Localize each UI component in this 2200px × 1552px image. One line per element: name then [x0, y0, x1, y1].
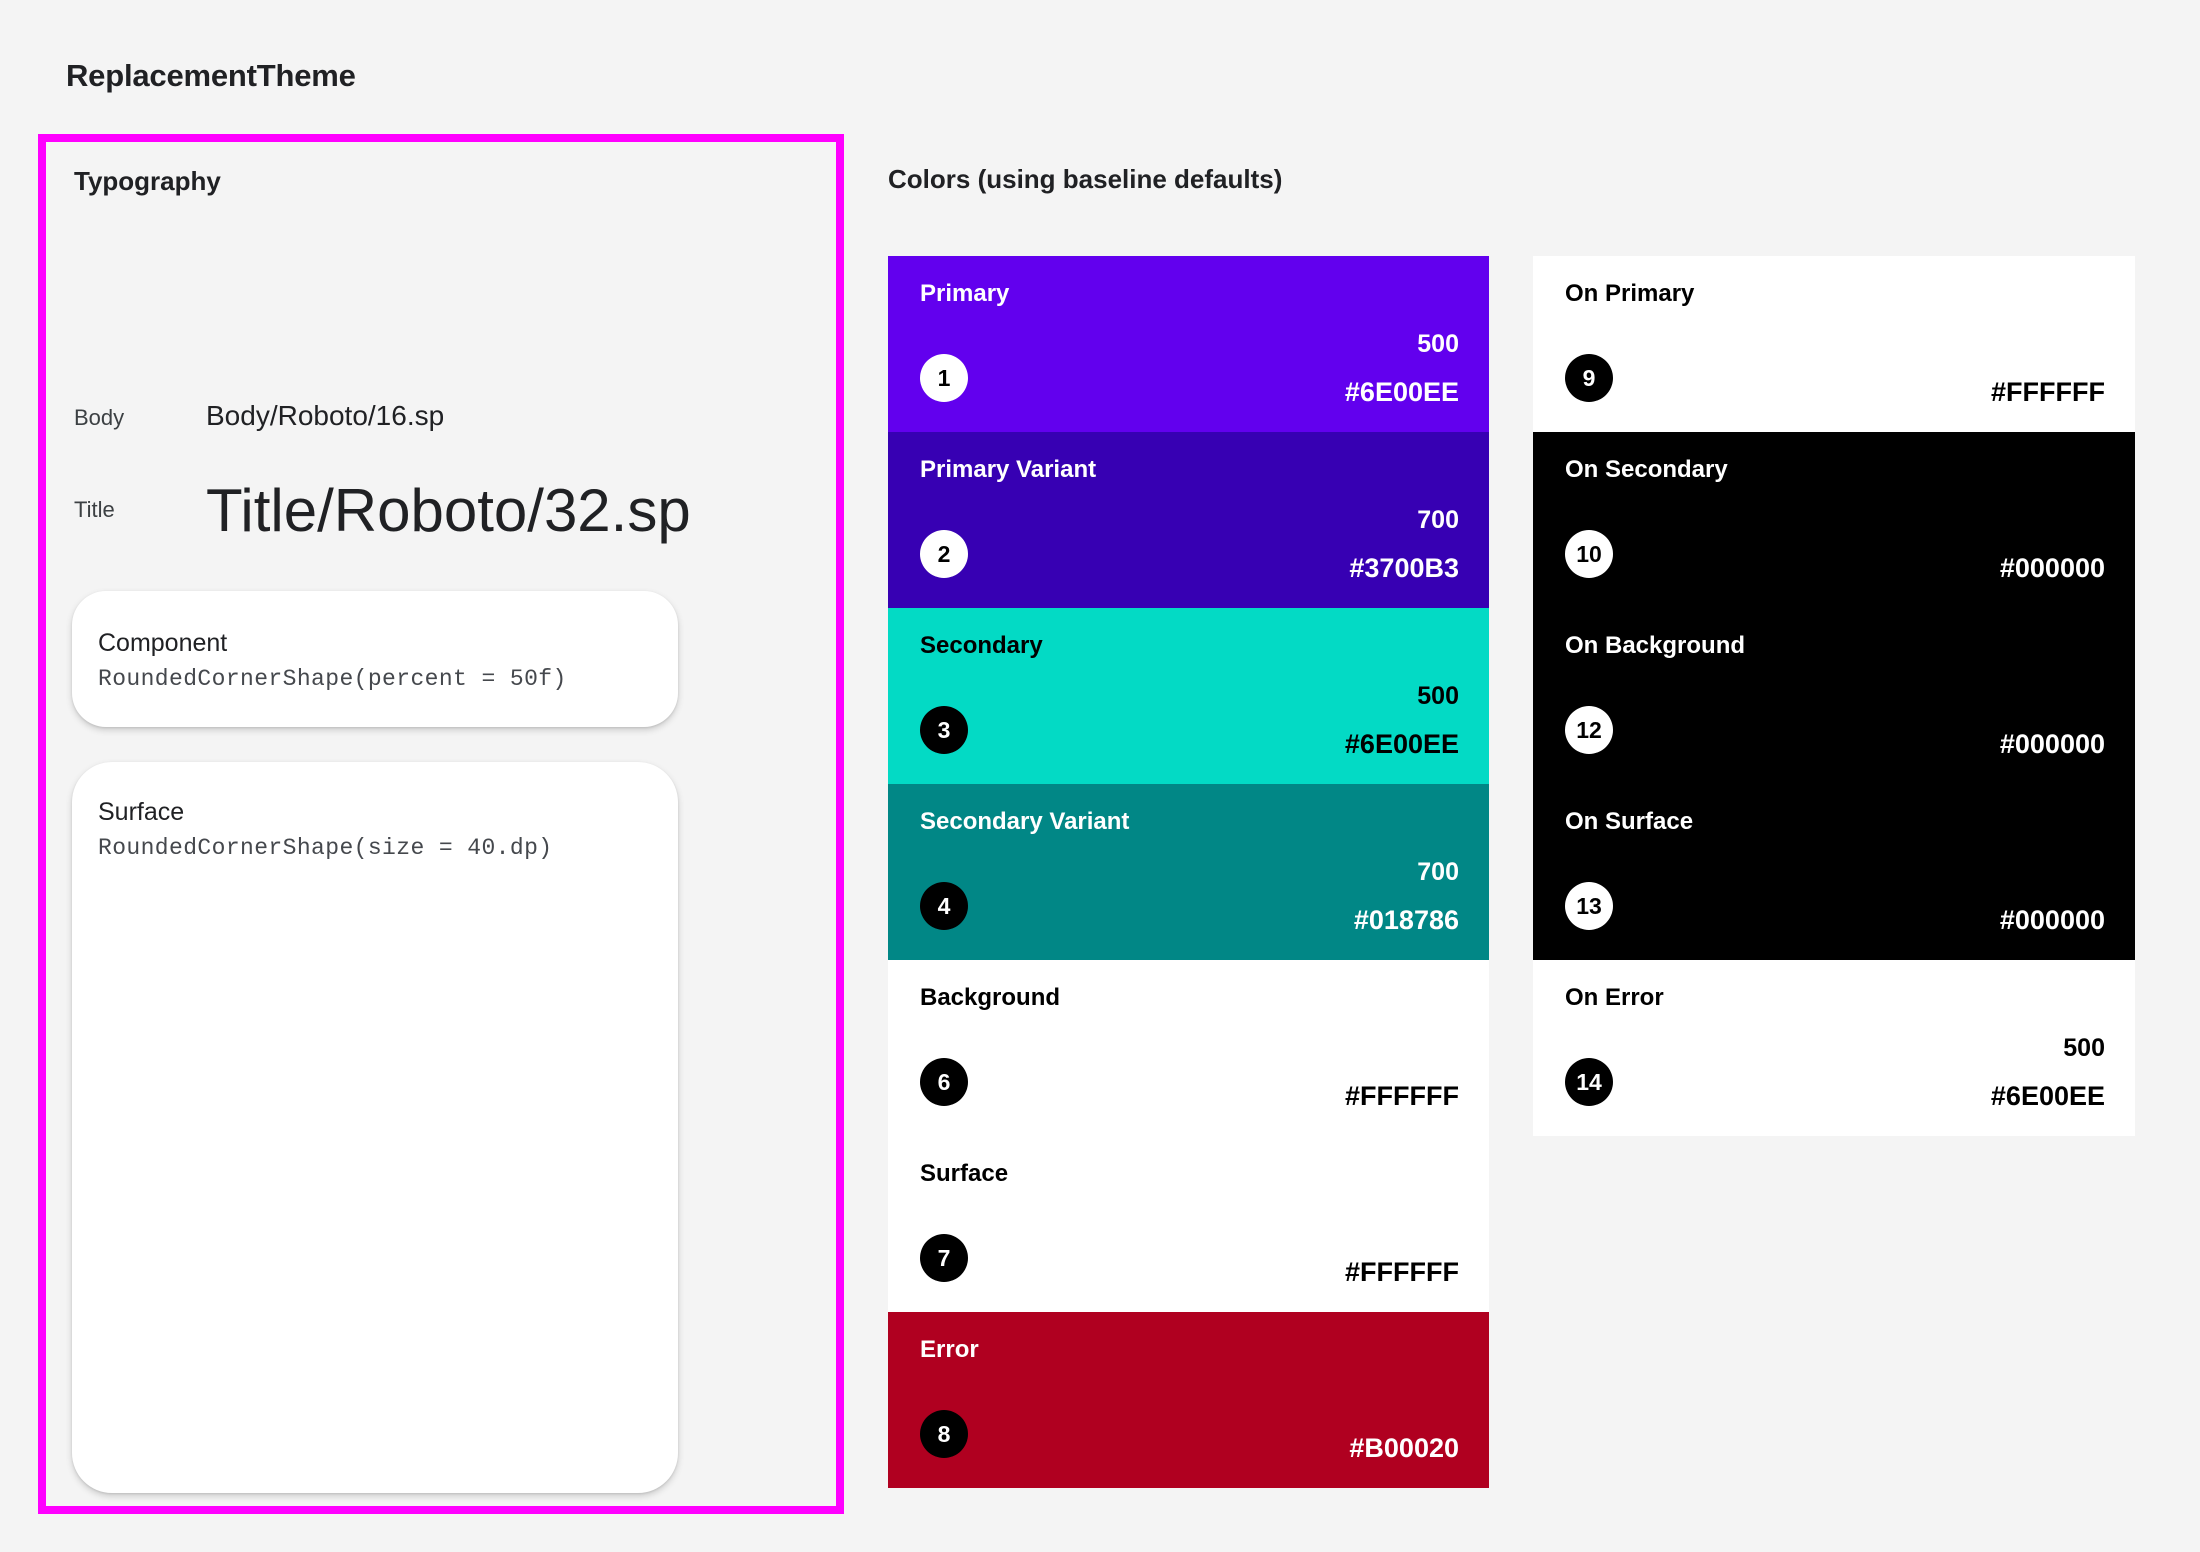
- color-swatch-name: Error: [920, 1336, 979, 1363]
- color-swatch-name: On Background: [1565, 632, 1746, 659]
- color-swatch-name: On Secondary: [1565, 456, 1728, 483]
- color-swatch-index-badge: 1: [920, 354, 968, 402]
- color-swatch[interactable]: Primary Variant 700 #3700B3 2: [888, 432, 1489, 608]
- shape-card-component[interactable]: Component RoundedCornerShape(percent = 5…: [72, 591, 678, 727]
- color-swatch-hex: #FFFFFF: [1991, 377, 2105, 407]
- color-swatch-name: Primary: [920, 280, 1010, 307]
- shape-card-surface-code: RoundedCornerShape(size = 40.dp): [98, 835, 553, 861]
- color-swatch[interactable]: On Secondary #000000 10: [1533, 432, 2135, 608]
- color-swatch-index-badge: 3: [920, 706, 968, 754]
- color-swatch-index-badge: 12: [1565, 706, 1613, 754]
- typography-shapes-panel: Typography Body Body/Roboto/16.sp Title …: [38, 134, 844, 1514]
- typography-row-title-label: Title: [74, 497, 115, 522]
- color-swatch[interactable]: On Error 500 #6E00EE 14: [1533, 960, 2135, 1136]
- color-swatch[interactable]: On Surface #000000 13: [1533, 784, 2135, 960]
- color-swatch-name: On Surface: [1565, 808, 1694, 835]
- color-swatch-index-badge: 8: [920, 1410, 968, 1458]
- color-swatch[interactable]: Primary 500 #6E00EE 1: [888, 256, 1489, 432]
- shape-card-surface-name: Surface: [98, 798, 185, 826]
- shape-card-surface[interactable]: Surface RoundedCornerShape(size = 40.dp): [72, 762, 678, 1493]
- shape-card-component-code: RoundedCornerShape(percent = 50f): [98, 666, 567, 692]
- color-swatch-hex: #3700B3: [1349, 553, 1459, 583]
- color-swatch-name: Background: [920, 984, 1061, 1011]
- color-swatch-hex: #FFFFFF: [1345, 1257, 1459, 1287]
- color-swatch-hex: #6E00EE: [1344, 729, 1459, 759]
- color-swatch-index-badge: 6: [920, 1058, 968, 1106]
- typography-row-body-label: Body: [74, 405, 125, 430]
- color-swatch-tone: 500: [1417, 330, 1459, 358]
- color-swatch-name: On Error: [1565, 984, 1664, 1011]
- color-swatch[interactable]: Error #B00020 8: [888, 1312, 1489, 1488]
- color-swatch[interactable]: Background #FFFFFF 6: [888, 960, 1489, 1136]
- color-column-left: Primary 500 #6E00EE 1 Primary Variant 700 #370…: [888, 256, 1489, 1488]
- color-column-right: On Primary #FFFFFF 9 On Secondary #000000 10 O…: [1533, 256, 2135, 1136]
- color-swatch-hex: #000000: [1999, 553, 2105, 583]
- color-swatch-index-badge: 2: [920, 530, 968, 578]
- color-swatch-tone: 500: [1417, 682, 1459, 710]
- typography-panel-inner: Typography Body Body/Roboto/16.sp Title …: [46, 142, 836, 1506]
- color-swatch[interactable]: On Primary #FFFFFF 9: [1533, 256, 2135, 432]
- color-swatch-hex: #FFFFFF: [1345, 1081, 1459, 1111]
- typography-heading: Typography: [74, 166, 221, 196]
- color-swatch-hex: #B00020: [1349, 1433, 1459, 1463]
- color-swatch-hex: #000000: [1999, 905, 2105, 935]
- typography-row-title-sample: Title/Roboto/32.sp: [206, 477, 691, 544]
- color-swatch-name: Primary Variant: [920, 456, 1097, 483]
- color-swatch-hex: #6E00EE: [1344, 377, 1459, 407]
- color-swatch-index-badge: 7: [920, 1234, 968, 1282]
- color-swatch-hex: #6E00EE: [1990, 1081, 2105, 1111]
- typography-row-body-sample: Body/Roboto/16.sp: [206, 400, 445, 431]
- typography-row-title: Title Title/Roboto/32.sp: [74, 464, 814, 544]
- color-swatch-tone: 700: [1417, 858, 1459, 886]
- color-swatch-name: Secondary: [920, 632, 1043, 659]
- color-swatch[interactable]: On Background #000000 12: [1533, 608, 2135, 784]
- color-swatch-index-badge: 10: [1565, 530, 1613, 578]
- color-swatch-name: Surface: [920, 1160, 1009, 1187]
- color-swatch-index-badge: 9: [1565, 354, 1613, 402]
- shape-card-component-name: Component: [98, 629, 228, 657]
- color-swatch[interactable]: Secondary 500 #6E00EE 3: [888, 608, 1489, 784]
- color-swatch[interactable]: Secondary Variant 700 #018786 4: [888, 784, 1489, 960]
- color-swatch-tone: 500: [2063, 1034, 2105, 1062]
- color-swatch-name: On Primary: [1565, 280, 1695, 307]
- color-swatch[interactable]: Surface #FFFFFF 7: [888, 1136, 1489, 1312]
- page-title: ReplacementTheme: [66, 58, 356, 93]
- color-swatch-index-badge: 13: [1565, 882, 1613, 930]
- color-swatch-tone: 700: [1417, 506, 1459, 534]
- typography-row-body: Body Body/Roboto/16.sp: [74, 400, 814, 432]
- color-swatch-hex: #000000: [1999, 729, 2105, 759]
- color-swatch-index-badge: 4: [920, 882, 968, 930]
- color-swatch-index-badge: 14: [1565, 1058, 1613, 1106]
- color-swatch-name: Secondary Variant: [920, 808, 1130, 835]
- color-swatch-hex: #018786: [1353, 905, 1459, 935]
- colors-heading: Colors (using baseline defaults): [888, 164, 1283, 194]
